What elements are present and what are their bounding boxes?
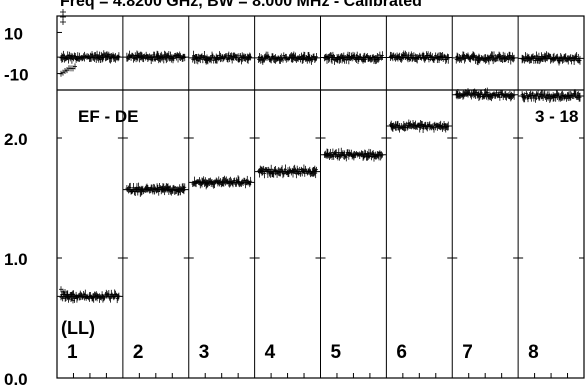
baseline-label: EF - DE <box>78 107 138 126</box>
panel-number-label: 4 <box>265 342 276 363</box>
reference-label: 3 - 18 <box>535 107 578 126</box>
chart-title: Freq = 4.8200 GHz, BW = 8.000 MHz - Cali… <box>60 0 422 10</box>
bottom-y-tick-label: 0.0 <box>4 370 28 389</box>
top-y-tick-label: -10 <box>4 66 29 85</box>
panel-number-label: 3 <box>199 342 210 363</box>
panel-number-label: 6 <box>396 342 407 363</box>
panel-number-label: 7 <box>462 342 473 363</box>
bottom-y-tick-label: 2.0 <box>4 130 28 149</box>
panel-number-label: 5 <box>331 342 342 363</box>
top-y-tick-label: 10 <box>4 24 23 43</box>
panel-number-label: 1 <box>67 342 78 363</box>
first-panel-sublabel: (LL) <box>61 318 95 338</box>
panel-number-label: 8 <box>528 342 539 363</box>
panel-number-label: 2 <box>133 342 144 363</box>
bottom-y-tick-label: 1.0 <box>4 250 28 269</box>
